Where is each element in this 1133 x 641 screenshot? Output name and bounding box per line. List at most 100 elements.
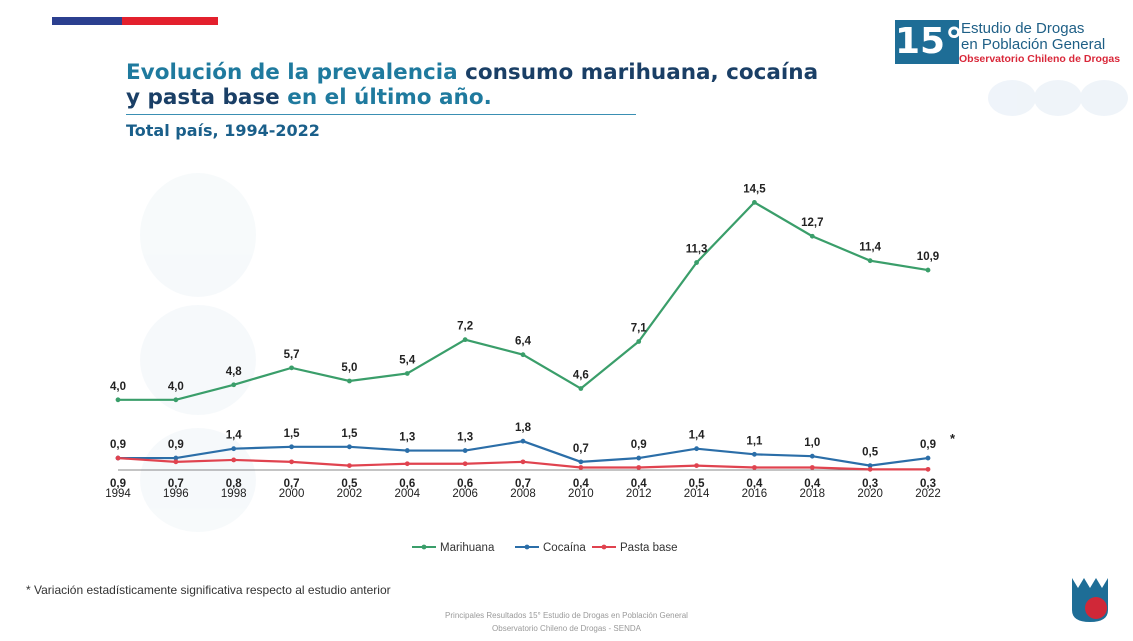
label-marihuana-2022: 10,9 <box>917 251 939 263</box>
logo-line2: en Población General <box>961 36 1106 53</box>
point-marihuana-2008 <box>520 352 526 358</box>
point-marihuana-2006 <box>462 337 468 343</box>
point-cocaina-2006 <box>462 448 468 453</box>
title-part2: consumo marihuana, cocaína <box>457 60 819 85</box>
label-marihuana-2014: 11,3 <box>686 244 708 256</box>
label-marihuana-2010: 4,6 <box>573 370 589 382</box>
label-cocaina-2022: 0,9 <box>920 439 936 451</box>
point-marihuana-1996 <box>173 397 179 403</box>
point-cocaina-2016 <box>752 451 757 457</box>
logo-line1: Estudio de Drogas <box>961 20 1085 37</box>
x-tick-2000: 2000 <box>279 488 305 500</box>
point-cocaina-2012 <box>636 455 642 461</box>
label-marihuana-1996: 4,0 <box>168 381 184 393</box>
x-tick-2002: 2002 <box>337 488 363 500</box>
point-cocaina-2010 <box>578 459 584 465</box>
deco-shape-2 <box>140 305 256 415</box>
point-cocaina-2000 <box>289 444 294 450</box>
deco-circle-3 <box>1080 80 1128 116</box>
point-pasta-base-2006 <box>462 461 468 467</box>
study-logo: 15° Estudio de Drogas en Población Gener… <box>895 20 1125 70</box>
data-labels: 4,0 4,0 4,8 5,7 5,0 5,4 7,2 6,4 4,6 7,1 11,3 14,5 12… <box>110 183 939 490</box>
point-cocaina-1996 <box>173 455 179 461</box>
point-pasta-base-2008 <box>520 459 526 465</box>
label-marihuana-2004: 5,4 <box>399 354 416 366</box>
series-layer <box>115 200 931 472</box>
point-cocaina-1998 <box>231 446 237 452</box>
page-subtitle: Total país, 1994-2022 <box>126 121 320 140</box>
footnote: * Variación estadísticamente significati… <box>26 583 391 597</box>
label-cocaina-2016: 1,1 <box>746 435 763 447</box>
label-pasta-base-2020: 0,3 <box>862 478 878 490</box>
label-pasta-base-2008: 0,7 <box>515 478 531 490</box>
point-pasta-base-2012 <box>636 465 642 470</box>
point-pasta-base-2004 <box>404 461 410 467</box>
senda-logo-icon <box>1072 578 1108 622</box>
point-marihuana-2022 <box>925 267 931 273</box>
label-pasta-base-1996: 0,7 <box>168 478 184 490</box>
label-pasta-base-1994: 0,9 <box>110 478 126 490</box>
label-cocaina-2010: 0,7 <box>573 443 589 455</box>
point-cocaina-2008 <box>520 438 526 444</box>
point-pasta-base-1998 <box>231 457 237 463</box>
logo-line3: Observatorio Chileno de Drogas <box>959 53 1121 65</box>
footer-line2: Observatorio Chileno de Drogas - SENDA <box>492 624 641 633</box>
significance-marker: * <box>950 431 956 446</box>
point-pasta-base-2016 <box>752 465 757 470</box>
label-pasta-base-2012: 0,4 <box>631 478 648 490</box>
point-marihuana-2004 <box>404 371 410 376</box>
label-cocaina-2014: 1,4 <box>689 430 706 442</box>
point-marihuana-1998 <box>231 382 237 388</box>
point-pasta-base-2014 <box>694 463 699 468</box>
point-cocaina-2020 <box>867 463 873 468</box>
x-tick-2018: 2018 <box>799 488 825 500</box>
x-tick-1998: 1998 <box>221 488 247 500</box>
label-marihuana-2000: 5,7 <box>284 349 300 361</box>
label-pasta-base-2016: 0,4 <box>746 478 763 490</box>
label-pasta-base-2000: 0,7 <box>284 478 300 490</box>
flag-red <box>122 17 218 25</box>
page-title: Evolución de la prevalencia consumo mari… <box>126 60 886 110</box>
label-cocaina-2008: 1,8 <box>515 422 532 434</box>
legend-label-pasta-base: Pasta base <box>620 542 678 554</box>
legend-marker-marihuana <box>421 544 427 550</box>
label-pasta-base-2018: 0,4 <box>804 478 821 490</box>
label-pasta-base-2010: 0,4 <box>573 478 590 490</box>
label-marihuana-2002: 5,0 <box>341 362 357 374</box>
point-cocaina-2002 <box>347 444 352 450</box>
point-pasta-base-2010 <box>578 465 584 470</box>
point-pasta-base-1994 <box>115 455 121 461</box>
legend-marker-cocaina <box>524 544 530 550</box>
title-part1: Evolución de la prevalencia <box>126 60 458 85</box>
point-pasta-base-2020 <box>867 466 873 472</box>
label-marihuana-2018: 12,7 <box>801 217 823 229</box>
title-part3: y pasta base <box>126 85 280 110</box>
flag-stripe <box>52 17 218 25</box>
label-cocaina-2018: 1,0 <box>804 437 820 449</box>
point-marihuana-2020 <box>867 258 873 264</box>
point-marihuana-2012 <box>636 339 642 344</box>
deco-shape-1 <box>140 173 256 297</box>
deco-circle-1 <box>988 80 1036 116</box>
label-pasta-base-1998: 0,8 <box>226 478 243 490</box>
x-tick-2020: 2020 <box>857 488 883 500</box>
label-pasta-base-2006: 0,6 <box>457 478 473 490</box>
decorative-background <box>140 80 1128 532</box>
label-pasta-base-2004: 0,6 <box>399 478 415 490</box>
footer-line1: Principales Resultados 15° Estudio de Dr… <box>445 611 688 620</box>
point-marihuana-2018 <box>809 233 815 239</box>
label-cocaina-1996: 0,9 <box>168 439 184 451</box>
x-tick-1996: 1996 <box>163 488 189 500</box>
point-cocaina-2004 <box>404 448 410 453</box>
label-marihuana-2020: 11,4 <box>859 242 881 254</box>
label-pasta-base-2002: 0,5 <box>341 478 358 490</box>
label-marihuana-1998: 4,8 <box>226 366 243 378</box>
legend-label-cocaina: Cocaína <box>543 542 586 554</box>
x-tick-2022: 2022 <box>915 488 941 500</box>
legend: Marihuana Cocaína Pasta base <box>412 542 678 554</box>
x-tick-2010: 2010 <box>568 488 594 500</box>
flag-blue <box>52 17 122 25</box>
point-marihuana-2000 <box>289 365 294 371</box>
label-cocaina-2004: 1,3 <box>399 432 415 444</box>
label-cocaina-2000: 1,5 <box>284 428 301 440</box>
